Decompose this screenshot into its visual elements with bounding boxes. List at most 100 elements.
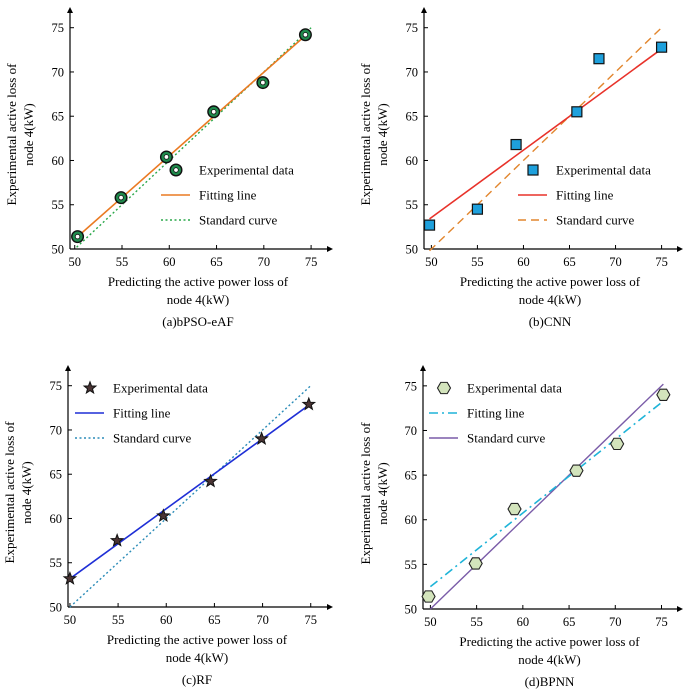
panel-3-xtick-label-3: 65	[563, 615, 576, 629]
panel-1-data-point-1	[471, 203, 484, 215]
panel-2-ylabel-line1: Experimental active loss of	[2, 421, 17, 564]
panel-3-data-point-3	[569, 464, 584, 477]
panel-2-ylabel: Experimental active loss of node 4(kW)	[2, 421, 34, 564]
panel-2-xtick-label-2: 60	[160, 613, 173, 627]
panel-1-data-point-2	[510, 138, 522, 151]
panel-3-xtick-label-5: 75	[655, 615, 668, 629]
panel-3-ytick-label-0: 50	[405, 603, 418, 617]
panel-2-legend: Experimental data Fitting line Standard cu…	[75, 380, 208, 446]
panel-0-caption: (a)bPSO-eAF	[162, 314, 234, 329]
panel-1-ytick-label-3: 65	[406, 110, 419, 124]
panel-0-legend-standard: Standard curve	[199, 213, 278, 228]
panel-3-legend-fitting: Fitting line	[467, 406, 525, 421]
panel-3-ylabel: Experimental active loss of node 4(kW)	[358, 422, 390, 565]
panel-2-xlabel-line1: Predicting the active power loss of	[107, 632, 288, 647]
panel-0-data-point-3-inner	[211, 109, 217, 115]
panel-1-fitting-line	[429, 48, 663, 220]
panel-1-ylabel-line1: Experimental active loss of	[358, 63, 373, 206]
panel-0-data-point-0	[71, 230, 85, 244]
panel-1-data-point-0	[423, 219, 436, 231]
panel-0-ytick-label-5: 75	[52, 21, 65, 35]
panel-0-data-point-5	[298, 28, 312, 42]
panel-0-xtick-label-4: 70	[258, 255, 271, 269]
panel-2-ytick-label-3: 65	[50, 468, 63, 482]
panel-0-legend-experimental: Experimental data	[199, 163, 294, 178]
panel-3-xtick-label-0: 50	[424, 615, 437, 629]
panel-1-ytick-label-2: 60	[406, 154, 419, 168]
panel-0-ytick-label-3: 65	[52, 110, 65, 124]
panel-1-xtick-label-3: 65	[563, 255, 576, 269]
panel-0-data-point-2-inner	[163, 154, 170, 160]
panel-3-xtick-label-1: 55	[470, 615, 483, 629]
panel-1-ylabel: Experimental active loss of node 4(kW)	[358, 63, 390, 206]
panel-0-data-point-1-inner	[118, 194, 124, 201]
panel-1-data-point-4	[593, 53, 605, 65]
panel-3-xtick-label-2: 60	[517, 615, 530, 629]
panel-0-data-point-0-inner	[74, 233, 81, 240]
panel-2-ytick-label-5: 75	[50, 379, 63, 393]
panel-0-fitting-line	[76, 33, 308, 239]
panel-0-legend: Experimental data Fitting line Standard cu…	[161, 163, 294, 228]
panel-2-standard-curve	[69, 385, 312, 608]
panel-2-data-point-3	[203, 473, 218, 488]
panel-1-xtick-label-5: 75	[655, 255, 668, 269]
panel-2-legend-standard: Standard curve	[113, 431, 192, 446]
panel-1-data-point-3	[571, 106, 583, 118]
panel-0: 50 55 60 65 70 75 50 55 60 65 70 75 Predicting the a…	[4, 7, 333, 329]
panel-0-xtick-label-3: 65	[210, 255, 223, 269]
panel-1-legend-standard: Standard curve	[556, 213, 635, 228]
panel-1-ylabel-line2: node 4(kW)	[375, 103, 390, 165]
panel-0-legend-fitting: Fitting line	[199, 188, 257, 203]
panel-2-xtick-label-1: 55	[112, 613, 125, 627]
panel-1-legend-fitting: Fitting line	[556, 188, 614, 203]
panel-3-data-point-0	[421, 590, 436, 603]
panel-2-xtick-label-4: 70	[256, 613, 269, 627]
panel-3-ytick-label-1: 55	[405, 558, 418, 572]
panel-2-legend-marker	[82, 380, 98, 395]
panel-1: 50 55 60 65 70 75 50 55 60 65 70 75 Predicting the a…	[358, 7, 683, 329]
panel-2-ytick-label-4: 70	[50, 423, 63, 437]
panel-3: 50 55 60 65 70 75 50 55 60 65 70 75 Predicting the a…	[358, 365, 683, 689]
panel-1-xtick-label-0: 50	[425, 255, 438, 269]
panel-2-xtick-label-5: 75	[304, 613, 317, 627]
panel-2-ytick-label-2: 60	[50, 512, 63, 526]
panel-1-ytick-label-1: 55	[406, 198, 419, 212]
panel-1-xlabel-line2: node 4(kW)	[519, 292, 581, 307]
panel-2-ytick-label-0: 50	[50, 601, 63, 615]
panel-3-caption: (d)BPNN	[525, 674, 575, 689]
panel-1-caption: (b)CNN	[529, 314, 572, 329]
panel-3-ylabel-line1: Experimental active loss of	[358, 422, 373, 565]
panel-2-data-point-2	[156, 508, 171, 522]
panel-0-data-point-4	[256, 76, 270, 90]
panel-3-legend-experimental: Experimental data	[467, 381, 562, 396]
panel-3-xlabel-line1: Predicting the active power loss of	[459, 634, 640, 649]
panel-0-ytick-label-2: 60	[52, 154, 65, 168]
panel-3-ytick-label-4: 70	[405, 424, 418, 438]
panel-1-xtick-label-4: 70	[609, 255, 622, 269]
panel-1-xtick-label-1: 55	[471, 255, 484, 269]
panel-1-legend: Experimental data Fitting line Standard cu…	[518, 163, 651, 228]
panel-3-legend-standard: Standard curve	[467, 431, 546, 446]
panel-0-ytick-label-0: 50	[52, 243, 65, 257]
panel-3-standard-curve	[429, 383, 664, 610]
panel-3-data-point-5	[656, 388, 671, 401]
panel-2-xtick-label-3: 65	[208, 613, 221, 627]
panel-0-xtick-label-1: 55	[116, 255, 129, 269]
panel-2-data-point-4	[254, 431, 269, 445]
panel-3-data-point-4	[610, 437, 625, 451]
panel-1-legend-experimental: Experimental data	[556, 163, 651, 178]
panel-2-legend-fitting: Fitting line	[113, 406, 171, 421]
panel-1-ytick-label-4: 70	[406, 65, 419, 79]
panel-3-ylabel-line2: node 4(kW)	[375, 462, 390, 524]
panel-0-xtick-label-5: 75	[305, 255, 318, 269]
panel-1-xlabel-line1: Predicting the active power loss of	[460, 274, 641, 289]
panel-1-xtick-label-2: 60	[517, 255, 530, 269]
panel-0-xlabel-line1: Predicting the active power loss of	[108, 274, 289, 289]
panel-2-xtick-label-0: 50	[64, 613, 77, 627]
panel-0-ylabel-line2: node 4(kW)	[21, 103, 36, 165]
panel-2-caption: (c)RF	[182, 672, 212, 687]
panel-1-ytick-label-5: 75	[406, 21, 419, 35]
panel-0-data-point-5-inner	[302, 32, 309, 38]
panel-3-legend: Experimental data Fitting line Standard cu…	[429, 381, 562, 446]
panel-3-ytick-label-3: 65	[405, 469, 418, 483]
